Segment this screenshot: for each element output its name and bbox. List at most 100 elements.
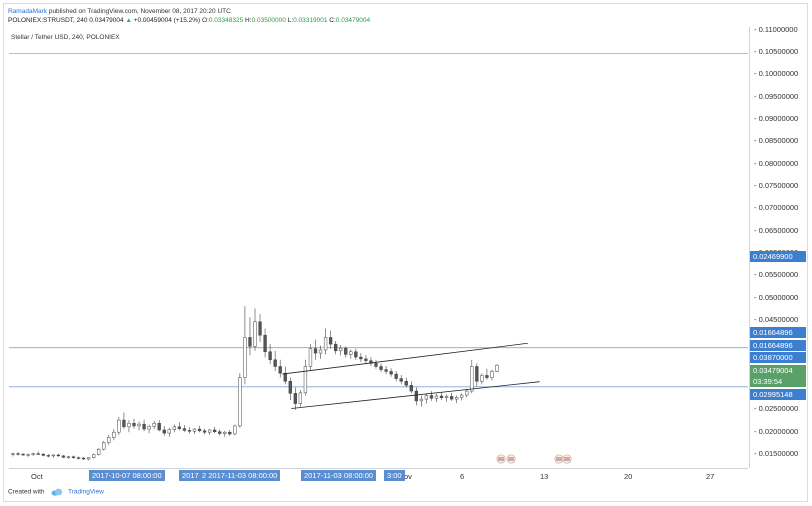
price-tick-label: - 0.08500000 [754, 136, 799, 146]
time-badge: 2017-11-03 08:00:00 [301, 470, 377, 481]
created-with-label: Created with [8, 488, 45, 496]
candle-down [197, 428, 202, 432]
candle-down [81, 457, 86, 460]
candle-down [46, 455, 50, 457]
candle-down [485, 375, 489, 378]
price-change: +0.00459004 (+15.2%) [133, 17, 201, 24]
candle-up [167, 429, 171, 434]
candle-down [132, 423, 136, 427]
candle-up [495, 364, 499, 372]
candle-down [213, 429, 217, 432]
price-badge: 0.03479004 [750, 365, 806, 376]
tradingview-brand[interactable]: TradingView [68, 488, 104, 496]
candle-up [86, 457, 91, 460]
candle-down [263, 334, 267, 352]
up-arrow-icon: ▲ [125, 17, 132, 24]
candle-down [293, 393, 297, 404]
time-tick-label: 20 [624, 472, 633, 481]
ohlc-close-label: C: [329, 17, 336, 24]
candle-down [56, 454, 61, 457]
candle-up [207, 429, 212, 433]
chart-frame [3, 3, 808, 502]
event-flag-icon [554, 454, 564, 464]
price-tick-label: - 0.07500000 [754, 180, 799, 190]
candle-down [36, 453, 40, 455]
event-flag-circle [554, 454, 564, 464]
candle-up [97, 448, 101, 455]
event-flag-circle [562, 454, 572, 464]
candle-up [11, 453, 15, 455]
price-tick-label: - 0.01500000 [754, 449, 799, 459]
candlestick-chart[interactable] [9, 27, 748, 468]
publish-header: RamadaMark published on TradingView.com,… [8, 7, 370, 25]
candle-down [328, 337, 333, 345]
candle-up [66, 456, 71, 458]
candle-down [71, 456, 76, 458]
price-tick-label: - 0.09000000 [754, 113, 799, 123]
author-link[interactable]: RamadaMark [8, 8, 48, 15]
candle-down [379, 366, 383, 370]
candle-up [117, 419, 121, 433]
candle-down [278, 366, 282, 374]
candle-up [112, 431, 116, 438]
candle-down [288, 380, 292, 394]
candle-up [308, 348, 313, 367]
candle-up [460, 394, 464, 398]
published-info: published on TradingView.com, November 0… [48, 8, 231, 15]
candle-down [76, 457, 81, 459]
candle-up [444, 396, 449, 399]
channel-lower-line [291, 381, 540, 409]
candle-down [475, 366, 479, 382]
candle-down [364, 358, 368, 361]
horizontal-lines [9, 53, 748, 388]
candle-down [21, 453, 25, 456]
candle-down [258, 321, 262, 336]
ohlc-open-label: O: [202, 17, 209, 24]
last-price: 0.03479004 [89, 17, 124, 24]
price-tick-label: - 0.08000000 [754, 158, 799, 168]
candle-up [233, 425, 237, 435]
price-tick-label: - 0.05500000 [754, 270, 799, 280]
ohlc-high: 0.03500000 [251, 17, 286, 24]
candle-down [157, 423, 161, 431]
event-markers [496, 454, 572, 464]
price-axis[interactable]: - 0.11000000 - 0.10500000 - 0.10000000 - 0.… [749, 25, 808, 468]
candle-up [223, 431, 227, 434]
price-badge: 0.03870000 [750, 352, 806, 363]
event-flag-icon [562, 454, 572, 464]
time-badge: 2017-10-07 08:00:00 [89, 470, 165, 481]
price-tick-label: - 0.06500000 [754, 225, 799, 235]
candle-down [394, 373, 398, 379]
candle-up [349, 351, 353, 355]
candle-down [273, 359, 277, 367]
candle-up [490, 371, 494, 378]
candle-down [409, 385, 413, 392]
price-badge: 03:39:54 [750, 376, 806, 387]
time-axis[interactable]: Oct ov 6 13 20 27 2017-10-07 08:00:00 2017-1 2 2… [9, 468, 748, 483]
footer: Created with TradingView [8, 488, 104, 496]
symbol-label: POLONIEX:STRUSDT, 240 [8, 17, 88, 24]
candle-down [389, 371, 393, 375]
candle-down [359, 356, 363, 360]
price-tick-label: - 0.10000000 [754, 69, 799, 79]
candle-down [283, 372, 287, 382]
candle-up [419, 398, 424, 402]
candle-down [313, 348, 318, 354]
candle-down [41, 453, 45, 456]
candle-down [16, 453, 20, 455]
candle-up [127, 423, 131, 428]
ohlc-high-label: H: [245, 17, 252, 24]
candle-up [238, 377, 242, 427]
candle-up [102, 442, 106, 450]
candle-down [399, 378, 403, 382]
candle-down [344, 347, 348, 355]
candle-up [51, 454, 55, 457]
trend-channel[interactable] [282, 342, 540, 409]
candle-up [147, 426, 151, 430]
candle-down [404, 380, 408, 386]
candle-down [202, 430, 207, 433]
price-tick-label: - 0.04500000 [754, 315, 799, 325]
candle-up [480, 375, 484, 382]
event-flag-icon [496, 454, 506, 464]
candle-up [455, 397, 459, 400]
